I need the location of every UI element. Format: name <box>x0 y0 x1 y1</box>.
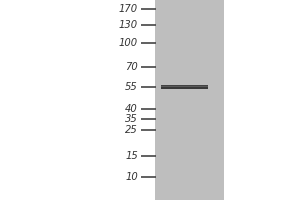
Text: 100: 100 <box>119 38 138 48</box>
Text: 15: 15 <box>125 151 138 161</box>
Text: 40: 40 <box>125 104 138 114</box>
Text: 35: 35 <box>125 114 138 124</box>
Bar <box>154 0 224 200</box>
Text: 70: 70 <box>125 62 138 72</box>
Bar <box>160 85 208 89</box>
Text: 170: 170 <box>119 4 138 14</box>
Bar <box>160 85 208 86</box>
Text: 55: 55 <box>125 82 138 92</box>
Bar <box>160 86 208 87</box>
Text: 10: 10 <box>125 172 138 182</box>
Text: 25: 25 <box>125 125 138 135</box>
Text: 130: 130 <box>119 20 138 30</box>
